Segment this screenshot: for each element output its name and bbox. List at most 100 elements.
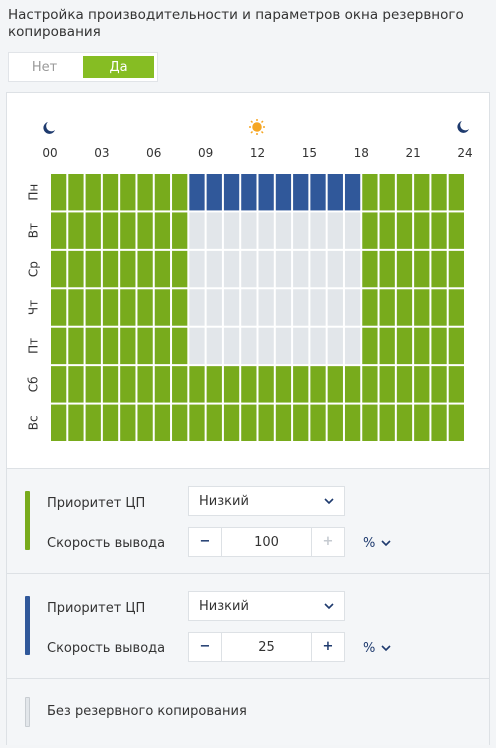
toggle[interactable]: Нет Да bbox=[8, 52, 158, 82]
schedule-cell[interactable] bbox=[154, 327, 171, 365]
priority-dropdown[interactable]: Низкий bbox=[188, 591, 345, 621]
schedule-cell[interactable] bbox=[362, 327, 378, 365]
schedule-cell[interactable] bbox=[85, 404, 101, 441]
schedule-cell[interactable] bbox=[102, 327, 119, 365]
schedule-cell[interactable] bbox=[154, 174, 171, 211]
unit-dropdown[interactable]: % bbox=[363, 536, 397, 551]
schedule-cell[interactable] bbox=[414, 250, 430, 288]
schedule-cell[interactable] bbox=[396, 366, 413, 403]
schedule-cell[interactable] bbox=[293, 250, 309, 288]
schedule-cell[interactable] bbox=[379, 289, 395, 326]
schedule-cell[interactable] bbox=[51, 212, 67, 249]
schedule-cell[interactable] bbox=[258, 250, 274, 288]
schedule-cell[interactable] bbox=[396, 404, 413, 441]
schedule-cell[interactable] bbox=[448, 366, 464, 403]
schedule-cell[interactable] bbox=[102, 289, 119, 326]
schedule-cell[interactable] bbox=[431, 174, 447, 211]
schedule-cell[interactable] bbox=[431, 327, 447, 365]
schedule-cell[interactable] bbox=[431, 212, 447, 249]
schedule-cell[interactable] bbox=[223, 327, 240, 365]
schedule-cell[interactable] bbox=[137, 404, 153, 441]
schedule-cell[interactable] bbox=[102, 250, 119, 288]
schedule-cell[interactable] bbox=[310, 289, 326, 326]
schedule-cell[interactable] bbox=[206, 250, 222, 288]
schedule-cell[interactable] bbox=[85, 212, 101, 249]
schedule-cell[interactable] bbox=[431, 250, 447, 288]
schedule-cell[interactable] bbox=[448, 174, 464, 211]
schedule-cell[interactable] bbox=[344, 212, 361, 249]
schedule-cell[interactable] bbox=[414, 366, 430, 403]
schedule-cell[interactable] bbox=[189, 212, 205, 249]
schedule-cell[interactable] bbox=[223, 174, 240, 211]
schedule-cell[interactable] bbox=[85, 366, 101, 403]
schedule-cell[interactable] bbox=[154, 250, 171, 288]
schedule-cell[interactable] bbox=[448, 404, 464, 441]
schedule-cell[interactable] bbox=[206, 366, 222, 403]
schedule-cell[interactable] bbox=[223, 366, 240, 403]
schedule-cell[interactable] bbox=[172, 327, 188, 365]
schedule-cell[interactable] bbox=[189, 289, 205, 326]
schedule-cell[interactable] bbox=[275, 327, 292, 365]
schedule-cell[interactable] bbox=[258, 327, 274, 365]
schedule-cell[interactable] bbox=[241, 212, 257, 249]
schedule-cell[interactable] bbox=[448, 212, 464, 249]
toggle-option[interactable]: Нет bbox=[31, 59, 58, 75]
schedule-cell[interactable] bbox=[379, 174, 395, 211]
schedule-cell[interactable] bbox=[379, 212, 395, 249]
schedule-cell[interactable] bbox=[223, 250, 240, 288]
schedule-cell[interactable] bbox=[414, 289, 430, 326]
schedule-cell[interactable] bbox=[362, 174, 378, 211]
schedule-cell[interactable] bbox=[327, 250, 343, 288]
schedule-cell[interactable] bbox=[327, 212, 343, 249]
schedule-cell[interactable] bbox=[137, 289, 153, 326]
schedule-cell[interactable] bbox=[51, 366, 67, 403]
schedule-cell[interactable] bbox=[137, 212, 153, 249]
schedule-cell[interactable] bbox=[362, 366, 378, 403]
schedule-cell[interactable] bbox=[310, 404, 326, 441]
schedule-cell[interactable] bbox=[68, 366, 84, 403]
schedule-cell[interactable] bbox=[344, 366, 361, 403]
schedule-cell[interactable] bbox=[275, 174, 292, 211]
schedule-cell[interactable] bbox=[275, 404, 292, 441]
schedule-cell[interactable] bbox=[137, 174, 153, 211]
schedule-cell[interactable] bbox=[258, 404, 274, 441]
schedule-cell[interactable] bbox=[414, 174, 430, 211]
schedule-cell[interactable] bbox=[293, 366, 309, 403]
schedule-cell[interactable] bbox=[396, 289, 413, 326]
schedule-cell[interactable] bbox=[51, 404, 67, 441]
schedule-cell[interactable] bbox=[51, 289, 67, 326]
schedule-cell[interactable] bbox=[51, 250, 67, 288]
schedule-cell[interactable] bbox=[189, 250, 205, 288]
toggle-option[interactable]: Да bbox=[83, 56, 154, 78]
schedule-cell[interactable] bbox=[396, 174, 413, 211]
priority-dropdown[interactable]: Низкий bbox=[188, 486, 345, 516]
schedule-cell[interactable] bbox=[448, 250, 464, 288]
schedule-cell[interactable] bbox=[120, 289, 136, 326]
schedule-cell[interactable] bbox=[293, 289, 309, 326]
schedule-cell[interactable] bbox=[258, 174, 274, 211]
schedule-cell[interactable] bbox=[414, 212, 430, 249]
schedule-cell[interactable] bbox=[275, 250, 292, 288]
schedule-cell[interactable] bbox=[344, 404, 361, 441]
schedule-cell[interactable] bbox=[275, 366, 292, 403]
schedule-cell[interactable] bbox=[154, 404, 171, 441]
schedule-cell[interactable] bbox=[379, 366, 395, 403]
schedule-cell[interactable] bbox=[137, 327, 153, 365]
schedule-cell[interactable] bbox=[362, 212, 378, 249]
schedule-cell[interactable] bbox=[310, 366, 326, 403]
schedule-cell[interactable] bbox=[327, 404, 343, 441]
schedule-cell[interactable] bbox=[344, 289, 361, 326]
schedule-cell[interactable] bbox=[172, 289, 188, 326]
schedule-cell[interactable] bbox=[120, 174, 136, 211]
schedule-cell[interactable] bbox=[102, 366, 119, 403]
schedule-cell[interactable] bbox=[223, 212, 240, 249]
schedule-cell[interactable] bbox=[379, 250, 395, 288]
minus-button[interactable]: − bbox=[189, 528, 222, 556]
schedule-cell[interactable] bbox=[275, 212, 292, 249]
schedule-cell[interactable] bbox=[85, 174, 101, 211]
schedule-cell[interactable] bbox=[414, 404, 430, 441]
schedule-cell[interactable] bbox=[344, 250, 361, 288]
unit-dropdown[interactable]: % bbox=[363, 641, 397, 656]
schedule-cell[interactable] bbox=[120, 404, 136, 441]
schedule-cell[interactable] bbox=[327, 289, 343, 326]
